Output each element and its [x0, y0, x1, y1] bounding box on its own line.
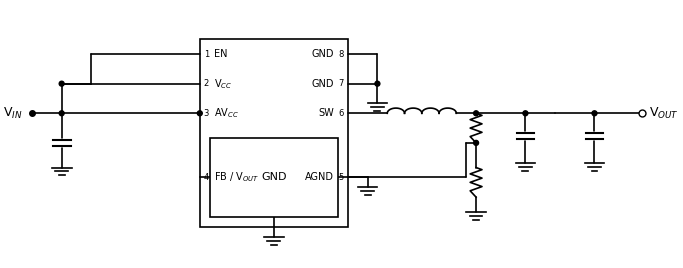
Circle shape: [473, 140, 479, 145]
Circle shape: [375, 81, 380, 86]
Text: AV$_{CC}$: AV$_{CC}$: [214, 106, 238, 120]
Text: 6: 6: [339, 109, 344, 118]
Text: 3: 3: [204, 109, 209, 118]
Text: 5: 5: [339, 173, 344, 182]
Text: GND: GND: [261, 172, 287, 183]
Circle shape: [59, 111, 64, 116]
Text: 7: 7: [339, 79, 344, 88]
Text: AGND: AGND: [305, 172, 334, 183]
Text: 1: 1: [204, 50, 209, 59]
Text: 4: 4: [204, 173, 209, 182]
Text: FB / V$_{OUT}$: FB / V$_{OUT}$: [214, 170, 259, 184]
Circle shape: [197, 111, 202, 116]
Bar: [210, 138, 338, 217]
Text: SW: SW: [318, 108, 334, 118]
Text: V$_{IN}$: V$_{IN}$: [3, 106, 22, 121]
Circle shape: [59, 81, 64, 86]
Bar: [200, 39, 348, 227]
Text: V$_{CC}$: V$_{CC}$: [214, 77, 232, 91]
Text: V$_{OUT}$: V$_{OUT}$: [649, 106, 679, 121]
Text: GND: GND: [311, 49, 334, 59]
Text: 2: 2: [204, 79, 209, 88]
Circle shape: [592, 111, 597, 116]
Text: 8: 8: [339, 50, 344, 59]
Text: GND: GND: [311, 79, 334, 89]
Circle shape: [473, 111, 479, 116]
Text: EN: EN: [214, 49, 227, 59]
Circle shape: [523, 111, 528, 116]
